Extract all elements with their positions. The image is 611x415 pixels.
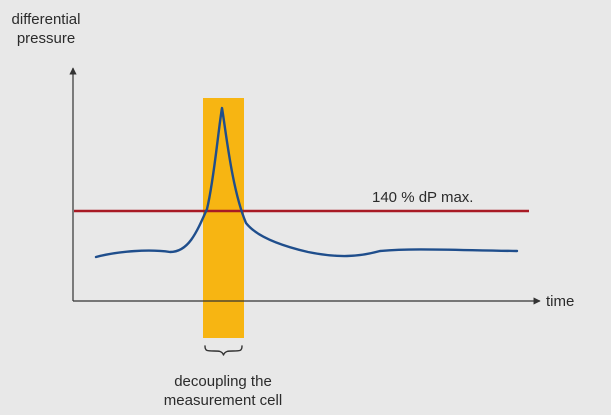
band-label: decoupling the measurement cell — [123, 372, 323, 410]
x-axis-label: time — [546, 293, 575, 310]
band-label-line-1: decoupling the — [174, 373, 272, 390]
threshold-label: 140 % dP max. — [372, 189, 474, 206]
decoupling-band — [203, 98, 244, 338]
y-axis-label: differential pressure — [0, 10, 92, 48]
y-axis-label-line-1: differential — [11, 11, 81, 28]
pressure-curve — [94, 106, 519, 259]
y-axis-label-line-2: pressure — [16, 30, 76, 47]
band-brace — [204, 345, 243, 356]
band-label-line-2: measurement cell — [163, 392, 283, 409]
